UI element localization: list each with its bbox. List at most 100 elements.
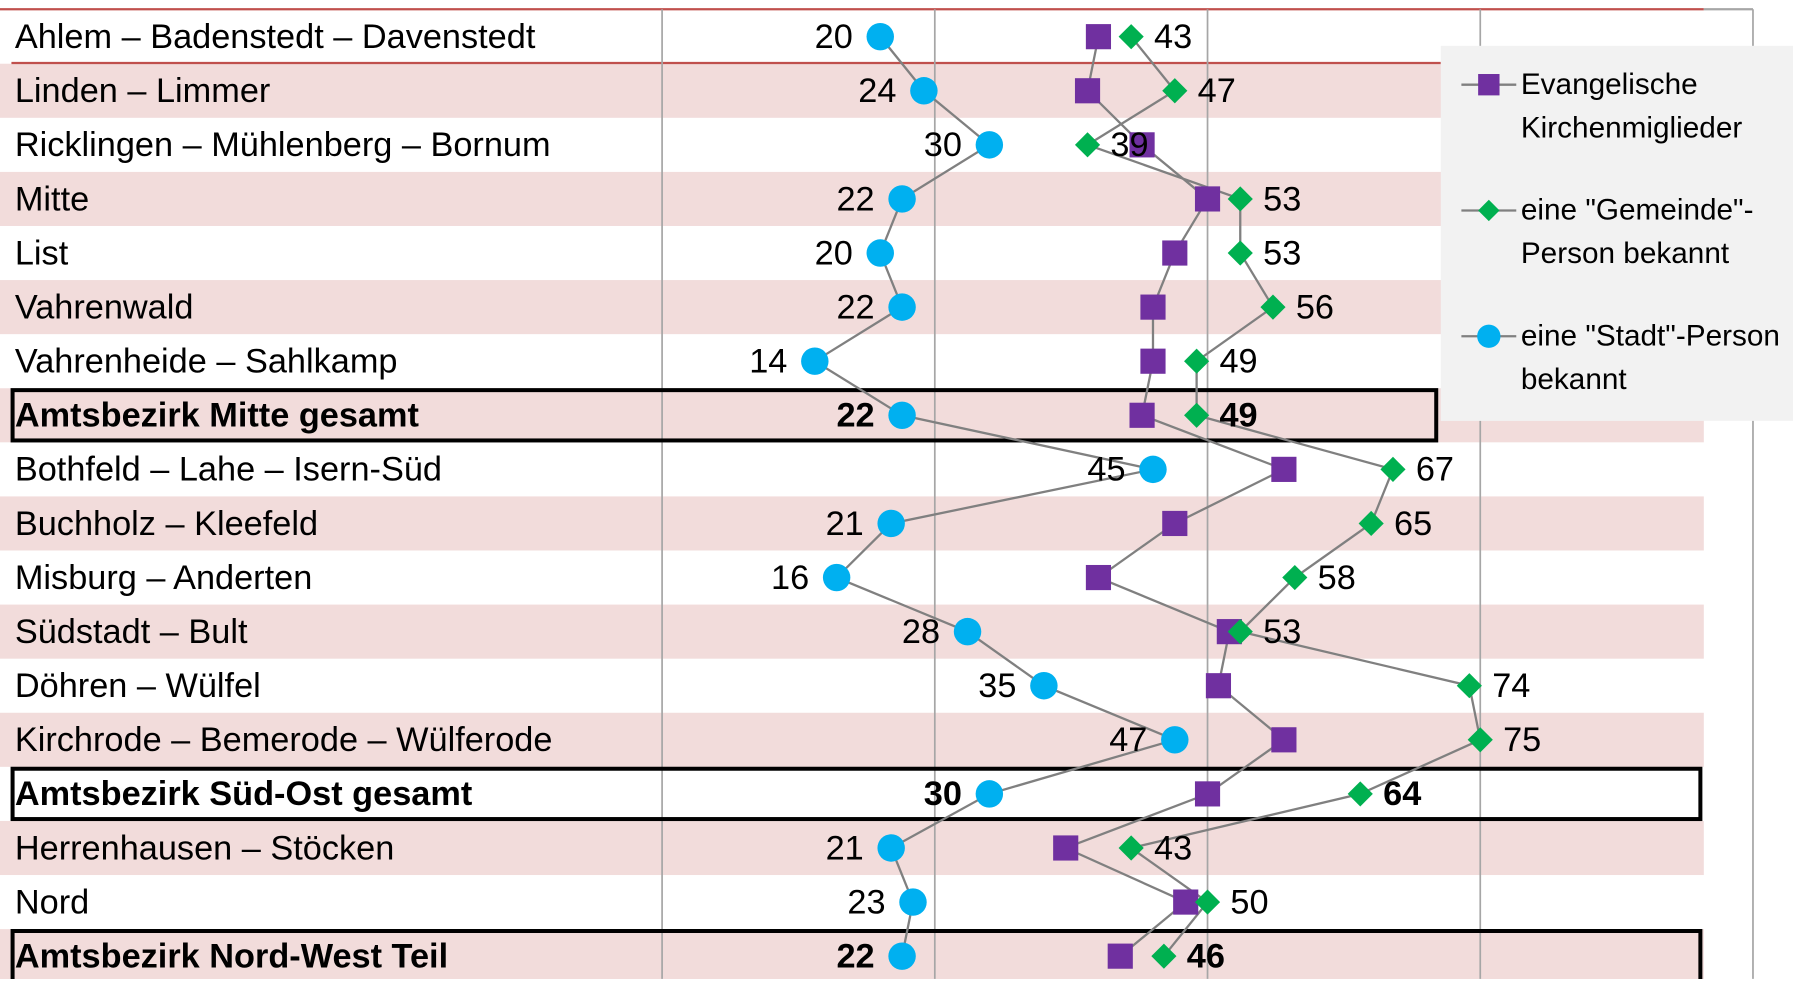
data-label: 65 <box>1394 505 1432 543</box>
circle-marker <box>877 834 905 862</box>
data-label: 22 <box>836 180 874 218</box>
category-label: Buchholz – Kleefeld <box>15 505 318 543</box>
row-stripe <box>0 388 1704 443</box>
square-marker <box>1162 240 1188 266</box>
circle-marker <box>866 22 894 51</box>
square-marker <box>1162 510 1188 537</box>
circle-marker <box>888 401 916 430</box>
category-label: Mitte <box>15 180 89 218</box>
square-marker <box>1085 564 1112 591</box>
data-label: 39 <box>1110 126 1148 164</box>
circle-marker <box>822 563 851 592</box>
row-stripe <box>0 929 1704 984</box>
circle-marker <box>1030 672 1058 700</box>
category-label: Herrenhausen – Stöcken <box>15 829 394 867</box>
data-label: 67 <box>1416 451 1454 489</box>
category-label: Bothfeld – Lahe – Isern-Süd <box>15 451 442 489</box>
category-label: Vahrenwald <box>15 288 194 326</box>
square-marker <box>1205 673 1232 699</box>
circle-marker <box>1139 455 1167 484</box>
category-label: Ahlem – Badenstedt – Davenstedt <box>15 18 536 56</box>
circle-marker <box>888 942 916 970</box>
legend: Evangelische Kirchenmiglieder eine "Gemei… <box>1440 45 1793 421</box>
data-label: 28 <box>902 613 940 651</box>
square-marker <box>1194 186 1221 212</box>
circle-marker <box>1477 324 1501 348</box>
diamond-marker <box>1456 673 1482 699</box>
data-label: 35 <box>978 667 1016 705</box>
square-marker <box>1140 348 1166 374</box>
data-label: 24 <box>858 72 896 110</box>
square-marker <box>1129 132 1155 158</box>
diamond-marker <box>1478 199 1500 222</box>
diamond-marker <box>1184 348 1210 374</box>
row-stripe <box>0 63 1704 118</box>
square-marker <box>1194 781 1221 807</box>
square-marker <box>1074 78 1101 104</box>
category-label: Südstadt – Bult <box>15 613 248 651</box>
category-label: Linden – Limmer <box>15 72 270 110</box>
data-label: 58 <box>1318 559 1356 597</box>
category-label: List <box>15 234 69 272</box>
square-marker <box>1140 294 1166 320</box>
diamond-marker <box>1282 564 1308 591</box>
square-marker <box>1053 835 1079 861</box>
data-label: 53 <box>1263 613 1301 651</box>
data-label: 20 <box>815 234 853 272</box>
data-label: 22 <box>836 288 874 326</box>
category-label: Kirchrode – Bemerode – Wülferode <box>15 721 553 759</box>
square-marker <box>1271 727 1297 753</box>
circle-marker <box>888 293 916 321</box>
highlight-box <box>10 766 1703 822</box>
legend-box <box>1440 45 1793 421</box>
diamond-marker <box>1260 294 1286 320</box>
category-label: Ricklingen – Mühlenberg – Bornum <box>15 126 551 164</box>
legend-label: eine "Stadt"-Person bekannt <box>1520 317 1780 396</box>
diamond-marker <box>1184 402 1210 428</box>
row-stripe <box>0 496 1704 551</box>
circle-marker <box>801 347 829 375</box>
data-label: 30 <box>924 126 962 164</box>
circle-marker <box>866 239 894 267</box>
diamond-marker <box>1194 889 1221 915</box>
data-label: 22 <box>836 397 874 435</box>
highlight-box <box>10 388 1439 443</box>
data-label: 47 <box>1109 721 1147 759</box>
row-stripe <box>0 604 1704 659</box>
data-label: 46 <box>1187 938 1225 976</box>
square-marker <box>1271 456 1297 482</box>
data-label: 56 <box>1296 288 1334 326</box>
circle-marker <box>899 888 927 916</box>
data-label: 14 <box>749 343 787 381</box>
data-label: 20 <box>815 18 853 56</box>
data-label: 16 <box>771 559 809 597</box>
category-label: Amtsbezirk Nord-West Teil <box>15 938 448 976</box>
category-label: Misburg – Anderten <box>15 559 312 597</box>
diamond-marker <box>1358 510 1384 537</box>
data-label: 30 <box>924 775 962 813</box>
square-marker <box>1129 402 1155 428</box>
data-label: 64 <box>1383 775 1421 813</box>
data-label: 21 <box>826 829 864 867</box>
data-label: 49 <box>1219 397 1257 435</box>
data-label: 21 <box>826 505 864 543</box>
category-label: Amtsbezirk Mitte gesamt <box>15 397 419 435</box>
data-label: 45 <box>1087 451 1125 489</box>
circle-marker <box>1161 726 1189 754</box>
circle-marker <box>975 780 1004 808</box>
circle-marker <box>888 185 916 213</box>
data-label: 49 <box>1219 343 1257 381</box>
row-stripe <box>0 820 1704 876</box>
category-label: Döhren – Wülfel <box>15 667 261 705</box>
legend-text-box: eine "Stadt"-Person bekannt <box>1520 317 1780 396</box>
data-label: 50 <box>1230 883 1268 921</box>
square-marker <box>1085 24 1112 50</box>
data-label: 47 <box>1198 72 1236 110</box>
row-stripe <box>0 712 1704 767</box>
circle-marker <box>953 617 982 646</box>
data-label: 43 <box>1154 18 1192 56</box>
legend-text-box: Evangelische Kirchenmiglieder <box>1521 66 1742 144</box>
data-label: 23 <box>847 883 885 921</box>
category-label: Nord <box>15 883 89 921</box>
